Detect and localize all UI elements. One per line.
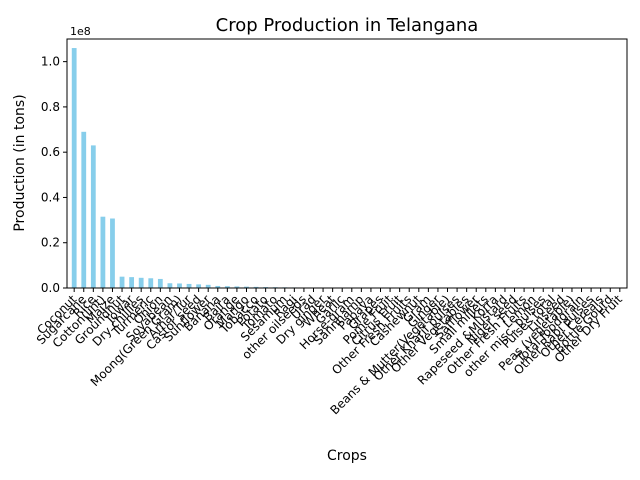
y-axis-label: Production (in tons)	[12, 94, 28, 231]
x-axis-ticks: CoconutSugarcaneRiceCotton(lint)MaizeGro…	[34, 288, 625, 417]
y-axis-ticks: 0.0 0.2 0.4 0.6 0.8 1.0	[41, 55, 67, 295]
bar	[244, 286, 249, 288]
bar	[224, 286, 230, 288]
y-tick-label: 0.0	[41, 281, 60, 295]
chart-title: Crop Production in Telangana	[216, 15, 479, 36]
bar	[100, 216, 106, 288]
bar	[81, 131, 87, 288]
y-tick-label: 1.0	[41, 55, 60, 69]
plot-frame	[66, 38, 628, 289]
bar	[177, 283, 182, 288]
bar	[186, 283, 192, 288]
bar	[71, 48, 77, 288]
bar	[129, 277, 135, 288]
bar	[90, 145, 96, 288]
bar	[138, 277, 144, 288]
y-offset-text: 1e8	[70, 25, 91, 38]
bar	[110, 218, 115, 288]
bar	[196, 284, 202, 288]
bar	[205, 284, 211, 288]
x-axis-label: Crops	[327, 448, 367, 464]
y-tick-label: 0.8	[41, 100, 60, 114]
bar	[157, 278, 163, 288]
bar	[148, 278, 154, 288]
bar	[234, 286, 240, 288]
y-tick-label: 0.2	[41, 236, 60, 250]
bar	[119, 276, 125, 288]
y-tick-label: 0.4	[41, 190, 60, 204]
bars-group	[71, 48, 623, 288]
bar	[253, 286, 259, 288]
y-tick-label: 0.6	[41, 145, 60, 159]
bar	[215, 285, 221, 288]
bar	[167, 283, 173, 288]
